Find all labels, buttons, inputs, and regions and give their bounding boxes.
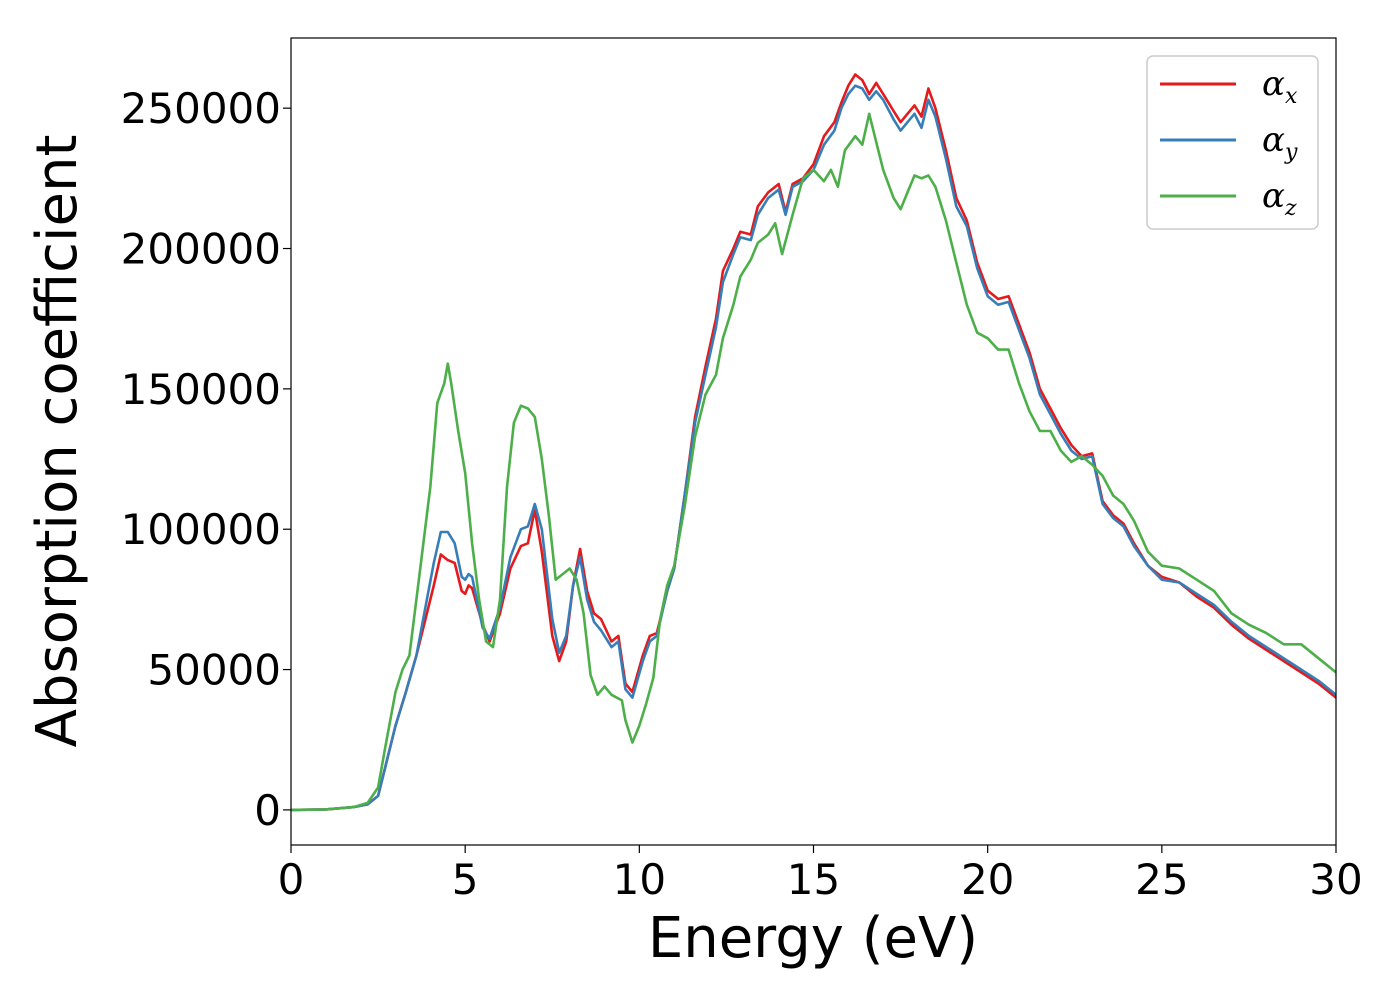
legend-label-y: αy bbox=[1262, 120, 1298, 165]
x-axis: 0 5 10 15 20 25 30 bbox=[278, 845, 1363, 904]
series-layer bbox=[291, 73, 1336, 812]
x-tick-label: 20 bbox=[961, 855, 1014, 904]
y-tick-label: 250000 bbox=[121, 84, 281, 133]
y-axis: 0 50000 100000 150000 200000 250000 bbox=[121, 84, 291, 835]
y-axis-label: Absorption coefficient bbox=[25, 135, 90, 748]
x-tick-label: 30 bbox=[1309, 855, 1362, 904]
y-tick-label: 100000 bbox=[121, 505, 281, 554]
y-tick-label: 0 bbox=[254, 786, 281, 835]
x-tick-label: 5 bbox=[452, 855, 479, 904]
x-tick-label: 0 bbox=[278, 855, 305, 904]
x-tick-label: 10 bbox=[613, 855, 666, 904]
series-line-z bbox=[291, 112, 1336, 812]
legend-label-z: αz bbox=[1262, 176, 1297, 221]
legend-label-x: αx bbox=[1262, 64, 1298, 109]
series-line-x bbox=[291, 73, 1336, 812]
series-line-y bbox=[291, 84, 1336, 812]
y-tick-label: 50000 bbox=[147, 646, 281, 695]
legend: αx αy αz bbox=[1146, 55, 1319, 230]
x-axis-label: Energy (eV) bbox=[648, 906, 978, 971]
y-tick-label: 150000 bbox=[121, 365, 281, 414]
legend-box bbox=[1146, 55, 1319, 230]
x-tick-label: 15 bbox=[787, 855, 840, 904]
y-tick-label: 200000 bbox=[121, 225, 281, 274]
x-tick-label: 25 bbox=[1135, 855, 1188, 904]
